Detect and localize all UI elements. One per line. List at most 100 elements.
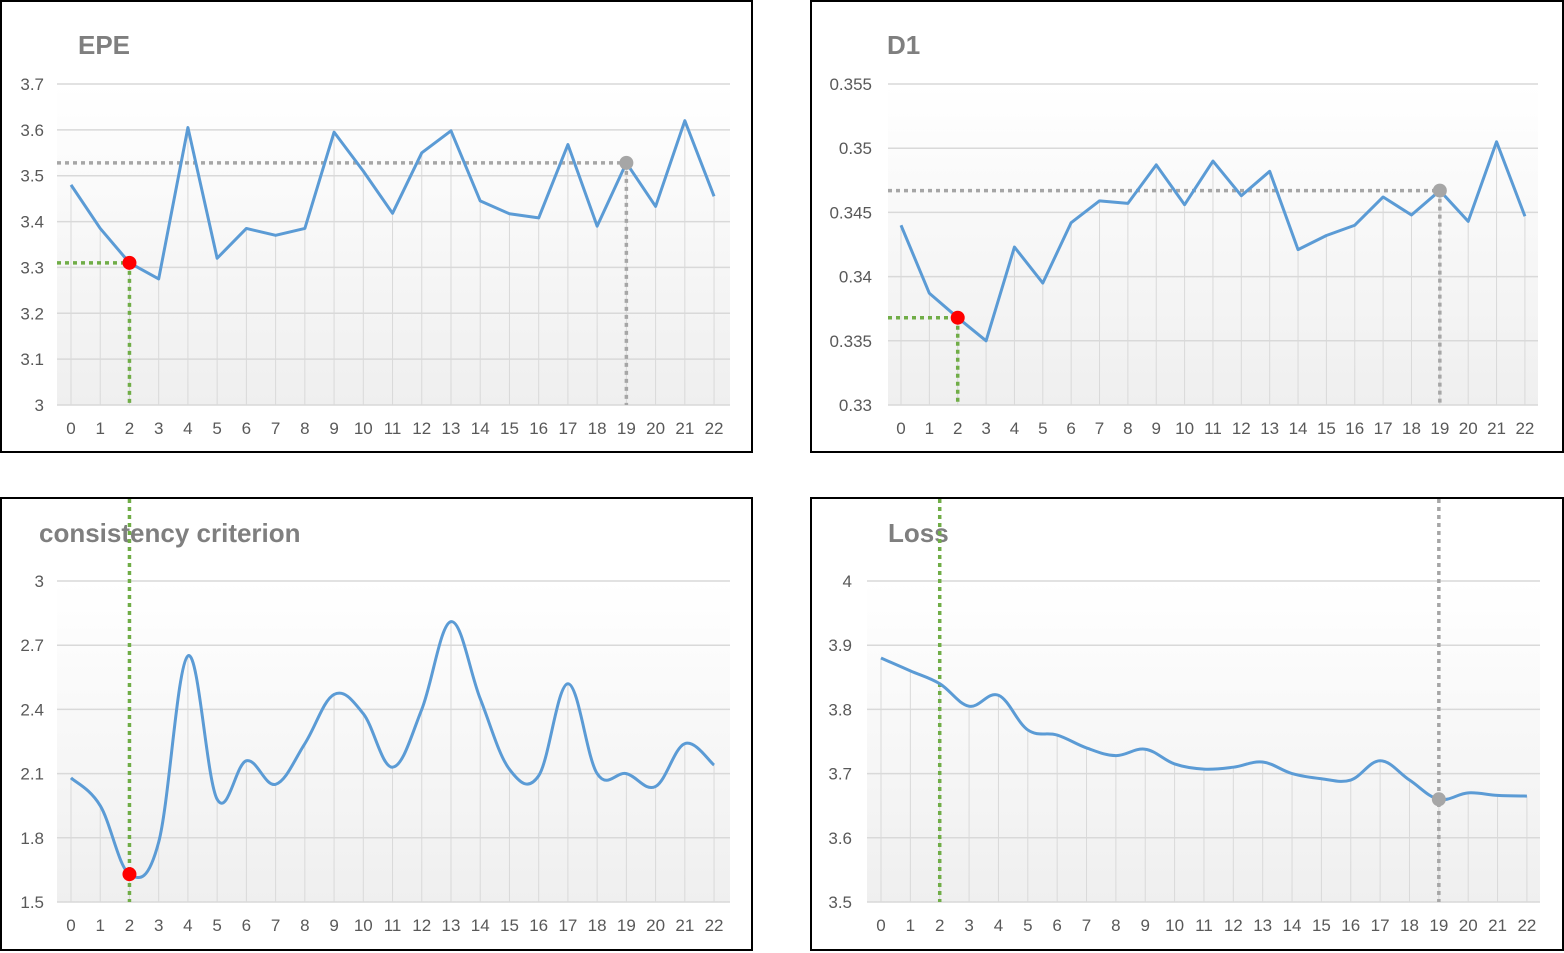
x-tick-label: 19 — [1430, 419, 1449, 438]
y-tick-label: 3.4 — [20, 213, 44, 232]
x-tick-label: 1 — [95, 916, 104, 935]
chart-title: EPE — [78, 30, 130, 60]
highlight-marker — [950, 310, 965, 325]
x-tick-label: 2 — [125, 916, 134, 935]
consistency-criterion-chart-panel: consistency criterion 1.5 1.8 2.1 2.4 2.7 3 0 1 2… — [0, 497, 753, 951]
x-tick-label: 8 — [300, 419, 309, 438]
highlight-marker — [1431, 792, 1446, 807]
plot-area-background — [57, 84, 730, 405]
x-tick-label: 15 — [500, 419, 519, 438]
x-tick-label: 10 — [1165, 916, 1184, 935]
x-tick-label: 11 — [1204, 419, 1222, 438]
y-tick-label: 3.7 — [828, 765, 852, 784]
x-tick-label: 7 — [1095, 419, 1104, 438]
x-tick-label: 10 — [354, 916, 373, 935]
x-tick-label: 12 — [1224, 916, 1243, 935]
y-tick-label: 2.4 — [20, 700, 44, 719]
x-tick-label: 13 — [1260, 419, 1279, 438]
x-tick-label: 2 — [935, 916, 944, 935]
x-tick-label: 22 — [705, 419, 724, 438]
x-tick-label: 4 — [994, 916, 1003, 935]
x-tick-label: 4 — [183, 419, 192, 438]
y-tick-label: 1.8 — [20, 829, 44, 848]
x-tick-label: 10 — [354, 419, 373, 438]
y-tick-label: 2.7 — [20, 636, 44, 655]
y-tick-label: 3.6 — [20, 121, 44, 140]
x-tick-label: 17 — [1374, 419, 1393, 438]
x-tick-label: 6 — [1052, 916, 1061, 935]
y-tick-label: 0.35 — [839, 139, 872, 158]
x-tick-label: 12 — [412, 419, 431, 438]
x-tick-label: 18 — [588, 916, 607, 935]
x-tick-label: 16 — [529, 419, 548, 438]
y-tick-label: 3.5 — [828, 893, 852, 912]
y-tick-label: 3.6 — [828, 829, 852, 848]
d1-chart-panel: D1 0.33 0.335 0.34 0.345 0.35 0.355 0 1 2 3 4 5 6 7 8 9 1… — [810, 0, 1564, 453]
y-tick-label: 4 — [843, 572, 852, 591]
x-tick-label: 2 — [953, 419, 962, 438]
x-tick-label: 13 — [1253, 916, 1272, 935]
highlight-marker — [619, 155, 634, 170]
x-tick-label: 8 — [1123, 419, 1132, 438]
x-tick-label: 14 — [471, 419, 490, 438]
x-tick-label: 3 — [154, 419, 163, 438]
x-tick-label: 2 — [125, 419, 134, 438]
x-tick-label: 21 — [1488, 916, 1507, 935]
y-tick-label: 3.2 — [20, 304, 44, 323]
x-tick-label: 11 — [384, 916, 402, 935]
x-tick-label: 20 — [646, 419, 665, 438]
x-tick-label: 0 — [896, 419, 905, 438]
x-tick-label: 22 — [705, 916, 724, 935]
x-tick-label: 0 — [66, 916, 75, 935]
loss-chart-panel: Loss 3.5 3.6 3.7 3.8 3.9 4 0 1 2 3 4 5 6 7 8 9 10 11 12 13 14… — [810, 497, 1564, 951]
y-tick-label: 3.5 — [20, 167, 44, 186]
x-tick-label: 20 — [1459, 419, 1478, 438]
y-tick-label: 0.345 — [829, 203, 872, 222]
x-tick-label: 3 — [964, 916, 973, 935]
y-tick-label: 0.335 — [829, 332, 872, 351]
x-tick-label: 10 — [1175, 419, 1194, 438]
y-tick-label: 1.5 — [20, 893, 44, 912]
y-tick-label: 3.7 — [20, 75, 44, 94]
x-tick-label: 1 — [95, 419, 104, 438]
x-tick-label: 0 — [876, 916, 885, 935]
x-tick-label: 13 — [442, 916, 461, 935]
x-tick-label: 7 — [271, 419, 280, 438]
x-tick-label: 12 — [1232, 419, 1251, 438]
x-tick-label: 4 — [183, 916, 192, 935]
y-tick-label: 3.3 — [20, 258, 44, 277]
x-tick-label: 8 — [1111, 916, 1120, 935]
x-tick-label: 5 — [212, 916, 221, 935]
x-tick-label: 17 — [558, 916, 577, 935]
x-tick-label: 1 — [925, 419, 934, 438]
x-tick-label: 9 — [1152, 419, 1161, 438]
x-tick-label: 13 — [442, 419, 461, 438]
y-tick-label: 3.9 — [828, 636, 852, 655]
x-tick-label: 21 — [675, 916, 694, 935]
y-tick-label: 0.33 — [839, 396, 872, 415]
epe-chart-panel: EPE 3 3.1 3.2 3.3 3.4 3.5 3.6 3.7 0 1 2 3 4 5 6 7 8 9 10 11 1… — [0, 0, 753, 453]
highlight-marker — [122, 255, 137, 270]
x-tick-label: 20 — [1459, 916, 1478, 935]
x-tick-label: 9 — [329, 916, 338, 935]
y-tick-label: 3.8 — [828, 700, 852, 719]
y-tick-label: 0.34 — [839, 268, 872, 287]
x-tick-label: 16 — [1345, 419, 1364, 438]
highlight-marker — [122, 867, 137, 882]
series-line — [880, 656, 1527, 802]
x-tick-label: 5 — [1023, 916, 1032, 935]
chart-title: D1 — [887, 30, 920, 60]
x-tick-label: 9 — [1141, 916, 1150, 935]
x-tick-label: 15 — [1317, 419, 1336, 438]
series-line — [899, 140, 1527, 343]
x-tick-label: 7 — [1082, 916, 1091, 935]
x-tick-label: 22 — [1515, 419, 1534, 438]
x-tick-label: 14 — [1289, 419, 1308, 438]
x-tick-label: 20 — [646, 916, 665, 935]
x-tick-label: 17 — [1371, 916, 1390, 935]
y-tick-label: 2.1 — [20, 765, 44, 784]
x-tick-label: 21 — [675, 419, 694, 438]
x-tick-label: 19 — [617, 419, 636, 438]
